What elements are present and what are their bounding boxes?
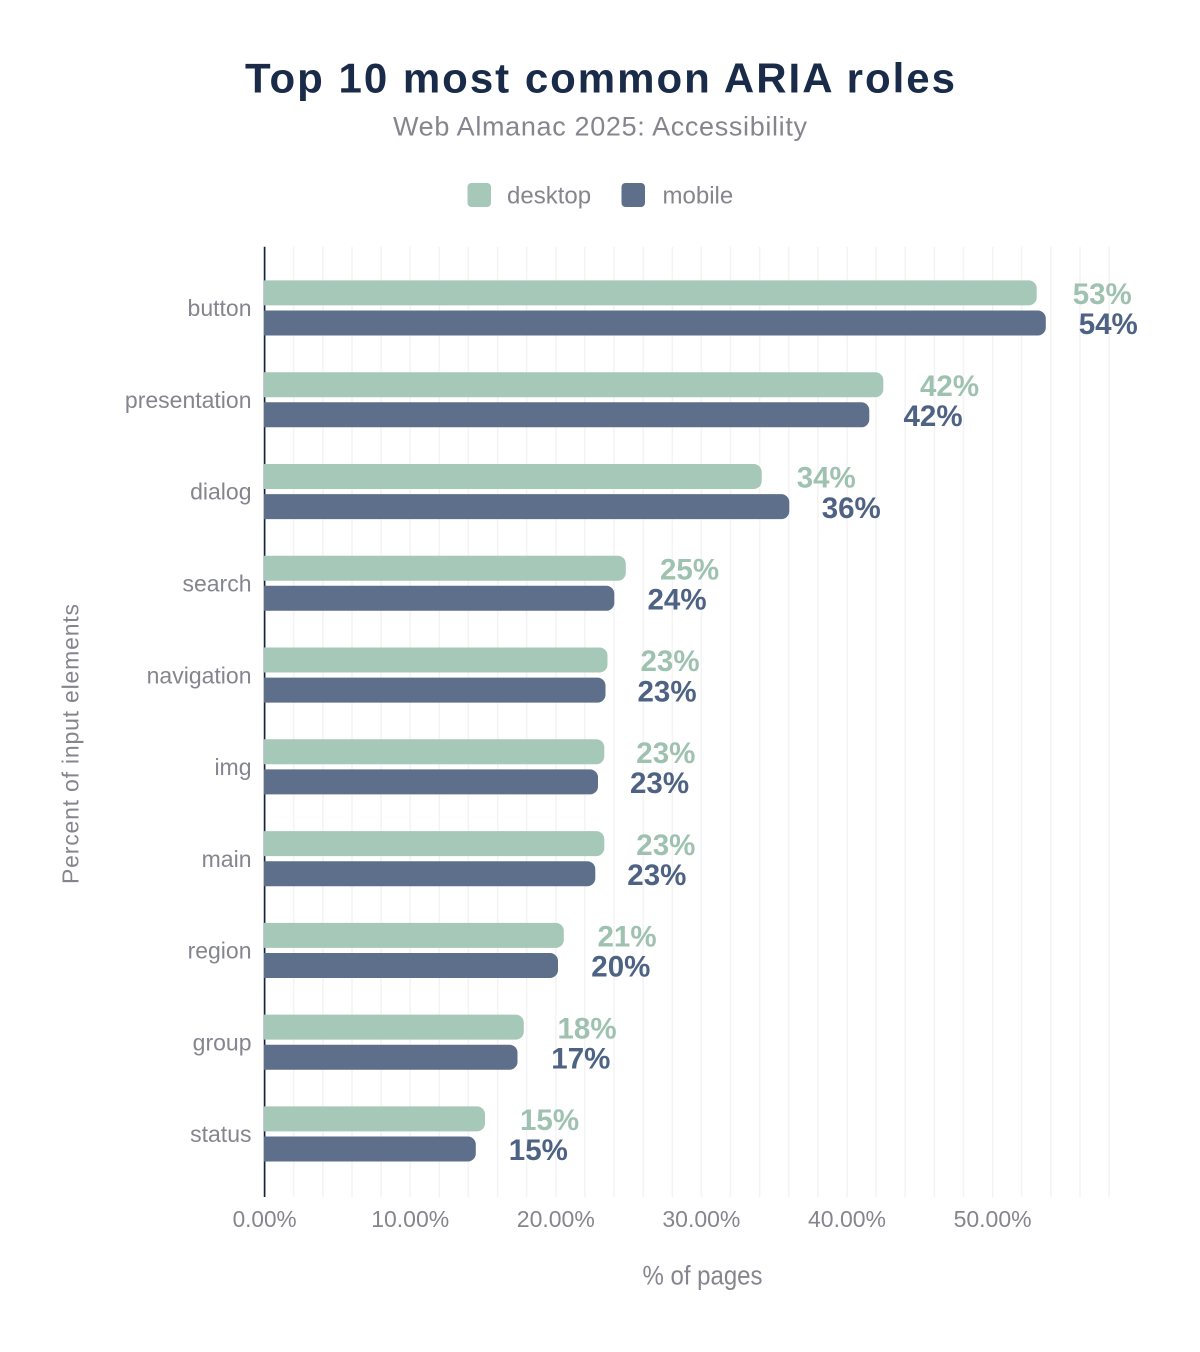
- svg-text:25%: 25%: [660, 553, 719, 586]
- svg-text:Top 10 most common ARIA roles: Top 10 most common ARIA roles: [245, 55, 955, 102]
- svg-text:desktop: desktop: [507, 183, 591, 210]
- svg-text:54%: 54%: [1079, 308, 1138, 341]
- svg-text:23%: 23%: [630, 767, 689, 800]
- svg-text:Percent of input elements: Percent of input elements: [58, 604, 84, 884]
- svg-text:mobile: mobile: [663, 183, 734, 210]
- svg-text:23%: 23%: [641, 645, 700, 678]
- svg-text:21%: 21%: [598, 921, 657, 954]
- svg-text:img: img: [214, 754, 251, 780]
- svg-text:50.00%: 50.00%: [954, 1206, 1032, 1232]
- svg-text:23%: 23%: [638, 675, 697, 708]
- svg-text:main: main: [202, 846, 252, 872]
- svg-text:group: group: [193, 1029, 252, 1055]
- svg-text:navigation: navigation: [147, 662, 252, 688]
- svg-text:% of pages: % of pages: [643, 1261, 763, 1291]
- svg-text:42%: 42%: [904, 400, 963, 433]
- svg-text:30.00%: 30.00%: [662, 1206, 740, 1232]
- svg-text:10.00%: 10.00%: [371, 1206, 449, 1232]
- svg-text:18%: 18%: [558, 1012, 617, 1045]
- svg-text:23%: 23%: [636, 737, 695, 770]
- svg-text:17%: 17%: [551, 1042, 610, 1075]
- svg-text:search: search: [182, 571, 251, 597]
- svg-text:34%: 34%: [797, 462, 856, 495]
- svg-text:region: region: [188, 938, 252, 964]
- svg-text:15%: 15%: [509, 1134, 568, 1167]
- svg-text:dialog: dialog: [190, 479, 251, 505]
- svg-text:23%: 23%: [636, 829, 695, 862]
- svg-text:presentation: presentation: [125, 387, 252, 413]
- svg-text:Web Almanac 2025: Accessibilit: Web Almanac 2025: Accessibility: [393, 112, 808, 142]
- svg-text:15%: 15%: [520, 1104, 579, 1137]
- svg-text:button: button: [188, 295, 252, 321]
- svg-text:status: status: [190, 1121, 251, 1147]
- svg-text:36%: 36%: [822, 492, 881, 525]
- svg-text:53%: 53%: [1073, 278, 1132, 311]
- svg-text:20.00%: 20.00%: [517, 1206, 595, 1232]
- svg-text:23%: 23%: [627, 859, 686, 892]
- svg-text:42%: 42%: [920, 370, 979, 403]
- svg-text:20%: 20%: [591, 951, 650, 984]
- svg-text:24%: 24%: [648, 584, 707, 617]
- svg-text:0.00%: 0.00%: [233, 1206, 297, 1232]
- svg-text:40.00%: 40.00%: [808, 1206, 886, 1232]
